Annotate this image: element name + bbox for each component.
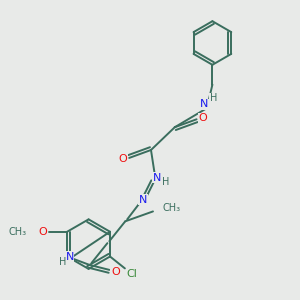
Text: H: H [162, 177, 169, 187]
Text: O: O [38, 227, 47, 237]
Text: N: N [153, 173, 161, 183]
Text: O: O [111, 267, 120, 277]
Text: H: H [210, 94, 217, 103]
Text: N: N [200, 99, 209, 110]
Text: N: N [66, 252, 74, 262]
Text: H: H [59, 257, 67, 267]
Text: Cl: Cl [126, 269, 137, 279]
Text: N: N [139, 194, 147, 205]
Text: O: O [119, 154, 128, 164]
Text: CH₃: CH₃ [163, 203, 181, 214]
Text: CH₃: CH₃ [8, 227, 26, 237]
Text: O: O [198, 113, 207, 123]
